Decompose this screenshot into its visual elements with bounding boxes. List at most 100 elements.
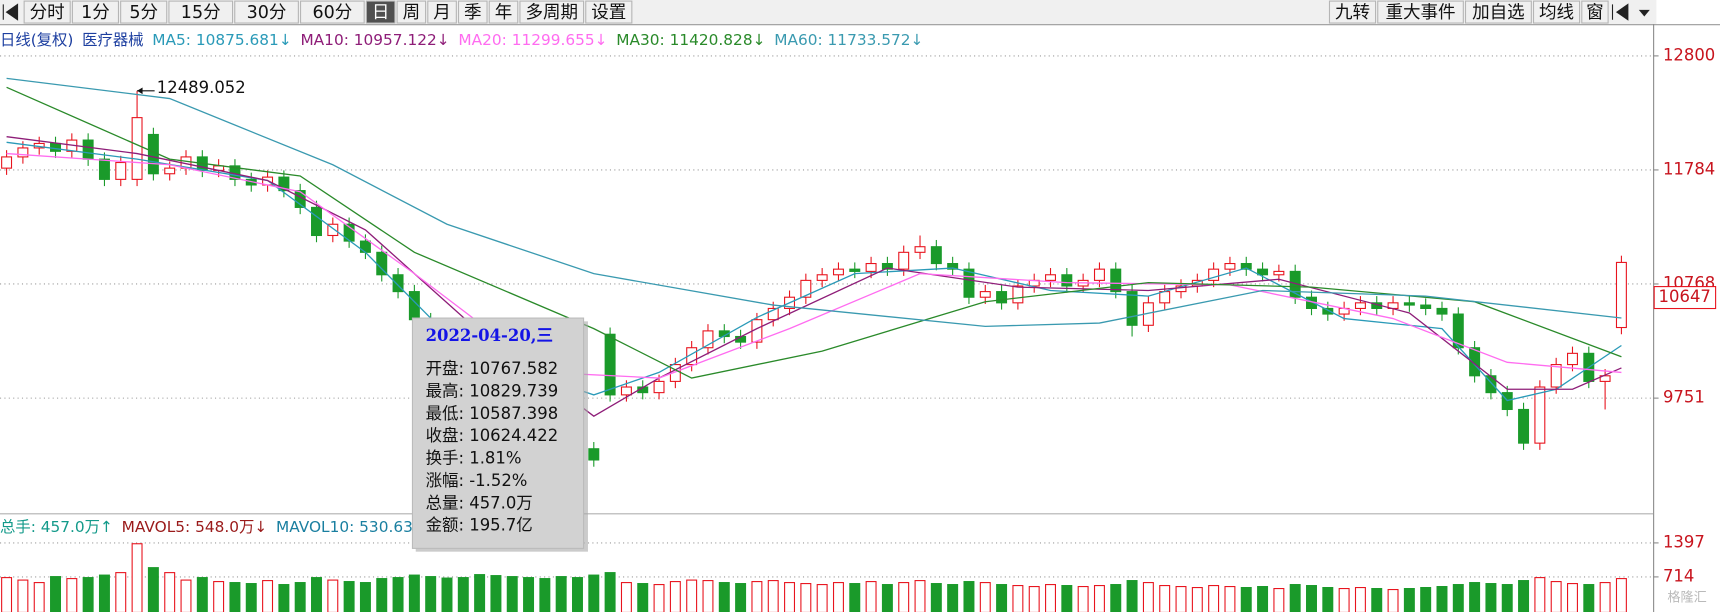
candle-body bbox=[963, 268, 975, 298]
candle-body bbox=[1240, 262, 1252, 270]
volume-bar bbox=[1273, 588, 1285, 612]
volume-bar bbox=[1306, 585, 1317, 612]
toolbar-button[interactable] bbox=[71, 0, 120, 24]
y-tick-label: 11784 bbox=[1663, 159, 1715, 178]
toolbar-button-label[interactable]: 60分 bbox=[312, 3, 352, 23]
volume-bar bbox=[50, 576, 62, 612]
volume-bar bbox=[816, 584, 828, 612]
volume-bar bbox=[359, 582, 371, 612]
volume-bar bbox=[294, 582, 306, 612]
volume-bar bbox=[1403, 588, 1415, 612]
volume-bar bbox=[800, 583, 812, 612]
y-tick-label: 714 bbox=[1663, 566, 1694, 585]
volume-bar bbox=[1045, 584, 1057, 612]
legend-label: MA5: 10875.681↓ bbox=[152, 31, 291, 49]
volume-bar bbox=[1566, 583, 1578, 612]
toolbar-button[interactable] bbox=[234, 0, 299, 24]
volume-bar bbox=[245, 583, 257, 612]
toolbar-button-label[interactable]: 15分 bbox=[181, 3, 221, 23]
volume-bar bbox=[1371, 588, 1383, 612]
candle-body bbox=[82, 139, 94, 160]
toolbar-button-label[interactable]: 5分 bbox=[129, 3, 158, 23]
candle-body bbox=[702, 330, 714, 349]
toolbar-button-label[interactable]: 设置 bbox=[591, 3, 626, 23]
toolbar-button-label[interactable]: 窗 bbox=[1586, 3, 1604, 23]
candle-body bbox=[653, 380, 665, 394]
toolbar-button[interactable] bbox=[1581, 0, 1609, 24]
volume-bar bbox=[1469, 582, 1481, 612]
toolbar-button-label[interactable]: 月 bbox=[433, 3, 451, 23]
toolbar-button-label[interactable]: 30分 bbox=[247, 3, 287, 23]
volume-bar bbox=[1289, 584, 1301, 612]
toolbar-button[interactable] bbox=[300, 0, 365, 24]
volume-bar bbox=[1191, 587, 1203, 612]
volume-bar bbox=[490, 575, 502, 612]
toolbar-button[interactable] bbox=[457, 0, 488, 24]
toolbar-button-label[interactable]: 日 bbox=[372, 3, 390, 23]
candle-body bbox=[1534, 386, 1546, 444]
watermark: 格隆汇 bbox=[1667, 590, 1706, 606]
volume-bar bbox=[1142, 582, 1154, 612]
toolbar-button-label[interactable]: 1分 bbox=[81, 3, 110, 23]
candle-body bbox=[17, 147, 29, 158]
candle-body bbox=[1566, 352, 1578, 366]
toolbar-button-label[interactable]: 年 bbox=[495, 3, 513, 23]
toolbar-button[interactable] bbox=[585, 0, 633, 24]
legend-label: MA60: 11733.572↓ bbox=[774, 31, 923, 49]
candle-body bbox=[1110, 268, 1122, 293]
candle-body bbox=[1354, 302, 1366, 309]
toolbar-button-label[interactable]: 九转 bbox=[1335, 3, 1370, 23]
volume-bar bbox=[1208, 585, 1220, 612]
volume-bar bbox=[131, 543, 143, 612]
toolbar-button[interactable] bbox=[1464, 0, 1532, 24]
toolbar-button-label[interactable]: 均线 bbox=[1539, 3, 1574, 23]
legend-label: 医疗器械 bbox=[82, 31, 143, 49]
toolbar-button[interactable] bbox=[23, 0, 71, 24]
toolbar-button-label[interactable]: 多周期 bbox=[525, 3, 578, 23]
volume-bar bbox=[425, 576, 437, 612]
candle-body bbox=[1012, 285, 1024, 304]
toolbar-button-label[interactable]: 重大事件 bbox=[1385, 3, 1455, 23]
volume-bar bbox=[1354, 587, 1366, 612]
toolbar-button[interactable] bbox=[427, 0, 457, 24]
candle-body bbox=[1403, 302, 1415, 306]
volume-bar bbox=[1485, 583, 1497, 612]
candle-body bbox=[1436, 307, 1448, 315]
volume-bar bbox=[1175, 586, 1187, 612]
candle-body bbox=[1224, 262, 1236, 270]
volume-bar bbox=[1, 577, 13, 612]
candle-body bbox=[1257, 268, 1269, 276]
volume-bar bbox=[1012, 585, 1024, 612]
toolbar-button[interactable] bbox=[1328, 0, 1377, 24]
volume-bar bbox=[1550, 581, 1562, 612]
prev-icon[interactable] bbox=[2, 3, 19, 21]
toolbar-button[interactable] bbox=[519, 0, 585, 24]
volume-bar bbox=[1126, 580, 1138, 612]
candle-body bbox=[832, 268, 844, 276]
candle-body bbox=[1599, 375, 1611, 382]
menu-icon[interactable] bbox=[1638, 9, 1650, 17]
volume-bar bbox=[1224, 586, 1236, 612]
max-label: 12489.052 bbox=[157, 78, 246, 97]
toolbar-button-label[interactable]: 季 bbox=[464, 3, 482, 23]
tooltip-date: 2022-04-20,三 bbox=[426, 326, 553, 345]
toolbar-button-label[interactable]: 分时 bbox=[30, 3, 65, 23]
toolbar-button-label[interactable]: 加自选 bbox=[1472, 3, 1525, 23]
candle-body bbox=[1, 156, 13, 169]
candle-body bbox=[1159, 291, 1171, 304]
toolbar-button[interactable] bbox=[1532, 0, 1581, 24]
volume-bar bbox=[262, 580, 274, 612]
toolbar-button[interactable] bbox=[1377, 0, 1464, 24]
nav-icon[interactable] bbox=[1611, 3, 1629, 21]
candle-body bbox=[979, 291, 991, 298]
toolbar-button-label[interactable]: 周 bbox=[403, 3, 421, 23]
volume-bar bbox=[784, 582, 796, 612]
toolbar-button[interactable] bbox=[365, 0, 396, 24]
volume-bar bbox=[898, 582, 910, 612]
toolbar-button[interactable] bbox=[120, 0, 168, 24]
toolbar-button[interactable] bbox=[396, 0, 427, 24]
toolbar-button[interactable] bbox=[168, 0, 234, 24]
toolbar-button[interactable] bbox=[488, 0, 519, 24]
tooltip bbox=[411, 317, 585, 549]
volume-bar bbox=[1338, 588, 1350, 612]
